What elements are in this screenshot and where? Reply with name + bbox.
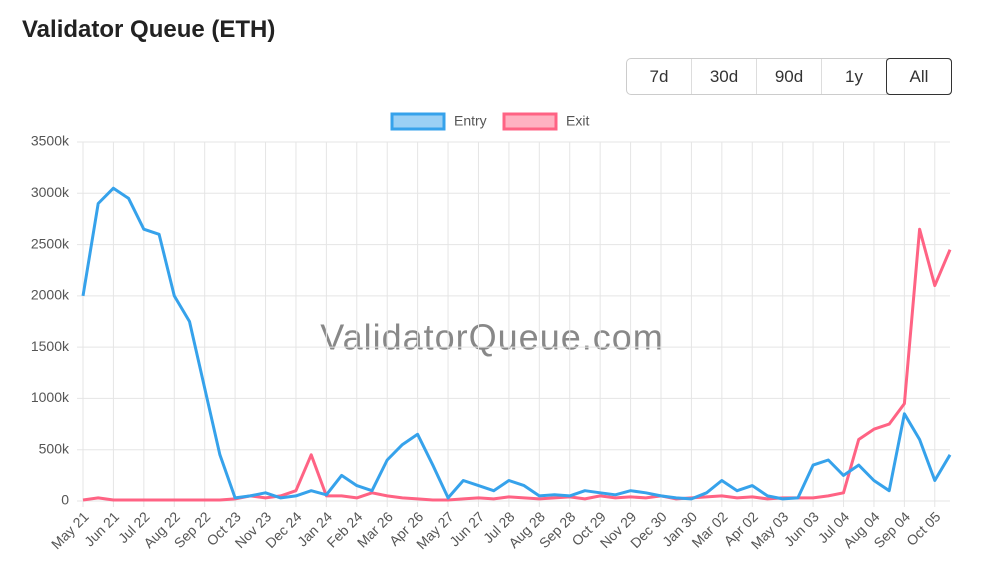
x-tick-label: Oct 05	[903, 508, 944, 549]
legend-swatch	[390, 112, 446, 131]
x-tick-label: Jun 03	[781, 508, 822, 549]
legend-label: Exit	[566, 113, 589, 129]
page-title: Validator Queue (ETH)	[22, 16, 276, 43]
range-button[interactable]: 90d	[757, 59, 822, 94]
range-button[interactable]: 30d	[692, 59, 757, 94]
y-tick-label: 1500k	[31, 338, 70, 354]
range-selector: 7d 30d 90d 1y All	[626, 58, 952, 95]
range-button[interactable]: 7d	[627, 59, 692, 94]
x-tick-label: Jun 21	[81, 508, 122, 549]
y-tick-label: 1000k	[31, 389, 70, 405]
y-tick-label: 3500k	[31, 133, 70, 149]
y-tick-label: 2000k	[31, 287, 70, 303]
legend-item[interactable]: Exit	[502, 112, 589, 131]
legend-item[interactable]: Entry	[390, 112, 487, 131]
x-tick-label: May 21	[48, 508, 92, 552]
y-tick-label: 3000k	[31, 184, 70, 200]
y-tick-label: 500k	[39, 440, 70, 456]
range-button[interactable]: All	[886, 58, 952, 95]
legend-label: Entry	[454, 113, 487, 129]
series-line	[82, 227, 952, 502]
y-tick-label: 2500k	[31, 235, 70, 251]
legend-swatch	[502, 112, 558, 131]
y-tick-label: 0	[61, 492, 69, 508]
watermark: ValidatorQueue.com	[320, 317, 664, 358]
x-tick-label: Jun 27	[446, 508, 487, 549]
series-line	[81, 186, 952, 501]
